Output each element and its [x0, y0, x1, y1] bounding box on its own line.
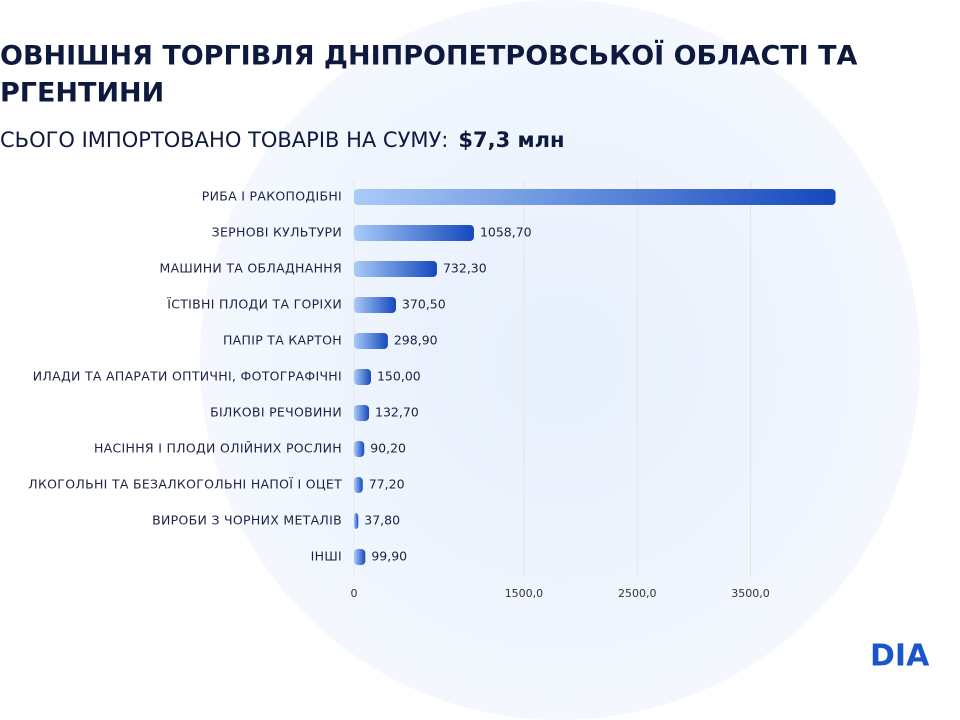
value-label: 99,90: [371, 549, 407, 564]
x-tick-label: 0: [351, 587, 358, 600]
bar: [354, 441, 365, 457]
value-label: 77,20: [369, 477, 405, 492]
subtitle-value: $7,3 млн: [458, 128, 564, 152]
x-tick-label: 2500,0: [618, 587, 657, 600]
category-label: НАСІННЯ І ПЛОДИ ОЛІЙНИХ РОСЛИН: [94, 441, 342, 456]
logo-box: [870, 640, 960, 674]
value-label: 298,90: [394, 333, 438, 348]
logo: DІA: [870, 639, 930, 674]
x-tick-label: 3500,0: [731, 587, 770, 600]
value-label: 90,20: [370, 441, 406, 456]
category-label: ІНШІ: [311, 549, 342, 564]
category-label: МАШИНИ ТА ОБЛАДНАННЯ: [159, 261, 342, 276]
x-tick-label: 1500,0: [505, 587, 544, 600]
category-label: ИЛАДИ ТА АПАРАТИ ОПТИЧНІ, ФОТОГРАФІЧНІ: [33, 369, 342, 384]
plot: 0 1500,0 2500,0 3500,0 РИБА І РАКОПОДІБНІ ЗЕР…: [28, 180, 836, 600]
bar: [354, 369, 371, 385]
title-line: ОВНІШНЯ ТОРГІВЛЯ ДНІПРОПЕТРОВСЬКОЇ ОБЛАС…: [0, 40, 858, 72]
value-label: 150,00: [377, 369, 421, 384]
background-circle: [200, 0, 920, 720]
category-label: БІЛКОВІ РЕЧОВИНИ: [210, 405, 342, 420]
category-label: ЇСТІВНІ ПЛОДИ ТА ГОРІХИ: [167, 297, 342, 312]
value-label: 370,50: [402, 297, 446, 312]
value-label: 1058,70: [480, 225, 532, 240]
bar: [354, 261, 437, 277]
bar: [354, 297, 396, 313]
bar: [354, 477, 363, 493]
category-label: РИБА І РАКОПОДІБНІ: [202, 189, 342, 204]
value-label: 732,30: [443, 261, 487, 276]
bar: [354, 549, 366, 565]
category-label: ЛКОГОЛЬНІ ТА БЕЗАЛКОГОЛЬНІ НАПОЇ І ОЦЕТ: [28, 477, 342, 492]
category-label: ЗЕРНОВІ КУЛЬТУРИ: [212, 225, 342, 240]
title-line: РГЕНТИНИ: [0, 78, 164, 109]
category-label: ПАПІР ТА КАРТОН: [223, 333, 342, 348]
category-label: ВИРОБИ З ЧОРНИХ МЕТАЛІВ: [152, 513, 342, 528]
value-label: 132,70: [375, 405, 419, 420]
bar: [354, 405, 370, 421]
value-label: 37,80: [364, 513, 400, 528]
bar: [354, 189, 836, 205]
bar: [354, 513, 359, 529]
bar: [354, 333, 388, 349]
bar: [354, 225, 474, 241]
subtitle: СЬОГО ІМПОРТОВАНО ТОВАРІВ НА СУМУ:: [0, 128, 448, 152]
